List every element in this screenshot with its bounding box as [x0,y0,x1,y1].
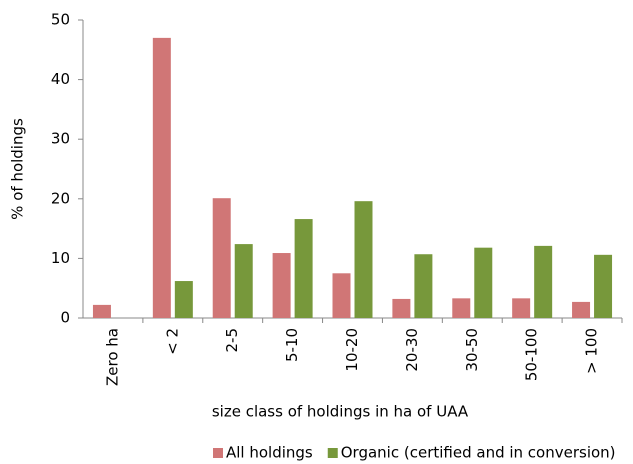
y-tick-label: 50 [51,11,70,29]
bar [272,253,291,318]
x-tick-label: 10-20 [343,328,361,372]
x-tick-label: < 2 [163,328,181,355]
bar [354,201,373,318]
bar [392,298,411,318]
bar [294,219,313,318]
bar [474,247,493,318]
y-tick-label: 0 [60,309,70,327]
bar [512,298,531,318]
bar [332,273,351,318]
x-tick-label: 50-100 [523,328,541,381]
y-tick-label: 10 [51,249,70,267]
y-tick-label: 40 [51,70,70,88]
y-axis-title: % of holdings [9,118,27,220]
bar [594,254,613,318]
legend-swatch [213,448,223,458]
bar [234,244,253,318]
legend-label: All holdings [226,444,313,462]
x-tick-label: > 100 [583,328,601,374]
bar [212,198,231,318]
bar [452,298,471,318]
y-tick-label: 20 [51,189,70,207]
bar [92,304,111,318]
bar [534,245,553,318]
x-axis-title: size class of holdings in ha of UAA [212,403,469,421]
bar [572,301,591,318]
bar [152,37,171,318]
bar [414,254,433,318]
x-tick-label: 2-5 [223,328,241,353]
x-tick-label: Zero ha [103,328,121,386]
x-tick-label: 30-50 [463,328,481,372]
legend-swatch [327,448,338,458]
bar [174,281,193,318]
x-tick-label: 5-10 [283,328,301,362]
legend-label: Organic (certified and in conversion) [341,444,616,462]
x-tick-label: 20-30 [403,328,421,372]
y-tick-label: 30 [51,130,70,148]
